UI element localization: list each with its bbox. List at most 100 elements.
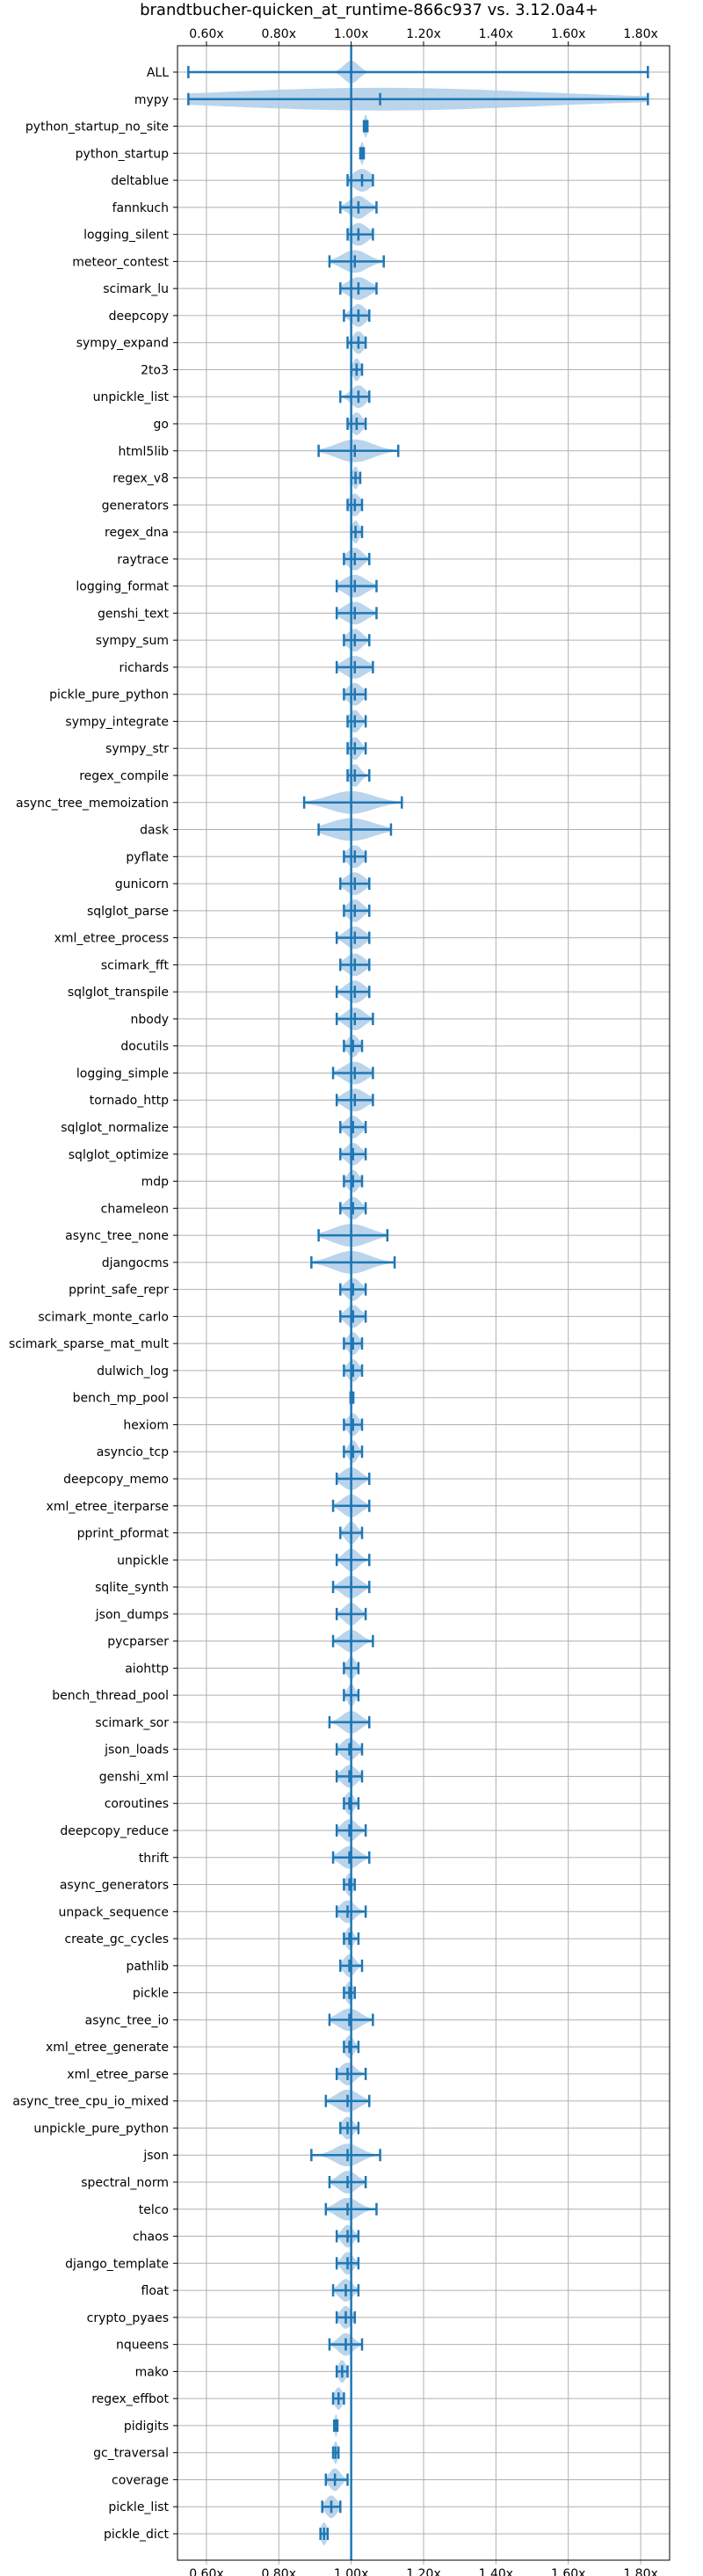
x-tick-label: 1.20x (406, 27, 440, 41)
category-label: async_tree_none (65, 1229, 169, 1243)
category-label: json_loads (104, 1743, 169, 1757)
category-label: deepcopy (109, 309, 169, 324)
category-label: regex_compile (79, 769, 169, 783)
category-label: chameleon (101, 1202, 169, 1216)
category-label: json (142, 2149, 169, 2163)
category-label: fannkuch (112, 201, 169, 215)
category-label: sympy_expand (76, 337, 169, 351)
category-label: spectral_norm (81, 2176, 169, 2190)
category-label: regex_v8 (112, 472, 169, 486)
category-label: django_template (65, 2257, 169, 2271)
category-label: unpickle (117, 1554, 169, 1568)
x-axis-ticks: 0.60x 0.60x 0.80x 0.80x 1.00x 1.00x 1.20x 1.20x… (173, 27, 658, 2576)
category-label: nbody (131, 1013, 170, 1027)
category-label: pickle_pure_python (49, 688, 169, 702)
category-label: scimark_lu (103, 282, 169, 296)
category-label: float (141, 2284, 170, 2298)
category-label: scimark_sor (95, 1716, 169, 1730)
category-label: scimark_sparse_mat_mult (9, 1337, 169, 1351)
category-label: async_tree_io (85, 2013, 169, 2027)
category-label: pickle (133, 1987, 169, 2001)
category-label: python_startup_no_site (25, 120, 169, 135)
category-label: pickle_dict (104, 2528, 170, 2542)
category-label: mypy (134, 93, 169, 107)
category-label: unpickle_pure_python (33, 2121, 169, 2136)
x-tick-label-bottom: 1.20x (406, 2567, 440, 2576)
category-label: meteor_contest (72, 255, 169, 269)
category-label: xml_etree_process (54, 932, 169, 946)
category-label: ALL (147, 66, 169, 80)
category-label: json_dumps (95, 1608, 169, 1622)
category-label: pprint_safe_repr (69, 1284, 169, 1298)
category-label: sympy_sum (96, 634, 169, 648)
chart-title: brandtbucher-quicken_at_runtime-866c937 … (140, 1, 598, 19)
category-label: pathlib (127, 1960, 170, 1974)
category-label: async_tree_cpu_io_mixed (12, 2095, 169, 2109)
category-label: asyncio_tcp (97, 1445, 169, 1459)
category-label: xml_etree_parse (67, 2068, 169, 2082)
x-tick-label-bottom: 1.00x (334, 2567, 368, 2576)
grid-layer (178, 46, 670, 2560)
category-label: xml_etree_generate (46, 2041, 169, 2055)
category-label: sqlglot_parse (87, 905, 169, 919)
x-tick-label-bottom: 1.60x (551, 2567, 585, 2576)
x-tick-label-bottom: 0.80x (262, 2567, 296, 2576)
category-label: crypto_pyaes (87, 2311, 169, 2325)
category-labels: ALL mypy python_startup_no_site python_star… (9, 66, 170, 2542)
category-label: chaos (133, 2230, 169, 2245)
category-label: async_generators (60, 1879, 169, 1893)
category-label: regex_dna (105, 526, 169, 540)
x-tick-label-bottom: 1.40x (479, 2567, 513, 2576)
category-label: hexiom (123, 1418, 169, 1432)
category-label: coverage (112, 2473, 169, 2487)
category-label: docutils (120, 1040, 169, 1054)
category-label: richards (120, 661, 170, 675)
x-tick-label-bottom: 0.60x (189, 2567, 223, 2576)
category-label: deltablue (111, 174, 169, 188)
category-label: pycparser (107, 1635, 169, 1649)
category-label: logging_silent (83, 229, 169, 243)
category-label: sympy_str (105, 742, 169, 756)
x-tick-label: 1.60x (551, 27, 585, 41)
x-tick-label: 1.40x (479, 27, 513, 41)
category-label: dask (140, 824, 170, 838)
category-label: aiohttp (125, 1662, 169, 1676)
category-label: create_gc_cycles (64, 1932, 169, 1947)
violin-layer (187, 46, 649, 2560)
category-label: sqlglot_optimize (69, 1148, 169, 1162)
category-label: scimark_fft (101, 958, 170, 972)
category-label: pidigits (124, 2420, 169, 2434)
x-tick-label: 1.00x (334, 27, 368, 41)
x-tick-label: 1.80x (623, 27, 657, 41)
category-label: sqlglot_normalize (61, 1121, 169, 1135)
x-tick-label: 0.80x (262, 27, 296, 41)
category-label: bench_mp_pool (73, 1392, 169, 1406)
category-label: logging_format (76, 580, 169, 594)
category-label: deepcopy_memo (63, 1473, 169, 1487)
category-label: raytrace (117, 553, 169, 567)
category-label: genshi_text (98, 607, 170, 621)
category-label: scimark_monte_carlo (38, 1310, 169, 1324)
category-label: logging_simple (76, 1066, 169, 1081)
x-tick-label: 0.60x (189, 27, 223, 41)
category-label: sqlite_synth (95, 1581, 169, 1595)
category-label: nqueens (116, 2339, 169, 2353)
category-label: bench_thread_pool (52, 1689, 169, 1703)
category-label: sqlglot_transpile (68, 986, 169, 1000)
category-label: pyflate (126, 850, 169, 864)
category-label: regex_effbot (91, 2392, 169, 2406)
category-label: unpack_sequence (59, 1905, 169, 1919)
category-label: 2to3 (141, 363, 169, 377)
category-label: mdp (141, 1175, 170, 1190)
plot-frame (177, 45, 670, 2561)
x-tick-label-bottom: 1.80x (623, 2567, 657, 2576)
category-label: thrift (139, 1852, 170, 1866)
category-label: pickle_list (108, 2500, 169, 2514)
category-label: djangocms (102, 1256, 169, 1270)
category-label: xml_etree_iterparse (47, 1500, 169, 1514)
category-label: dulwich_log (97, 1364, 169, 1379)
category-label: sympy_integrate (65, 715, 169, 729)
category-label: tornado_http (90, 1094, 169, 1108)
category-label: coroutines (105, 1797, 169, 1811)
